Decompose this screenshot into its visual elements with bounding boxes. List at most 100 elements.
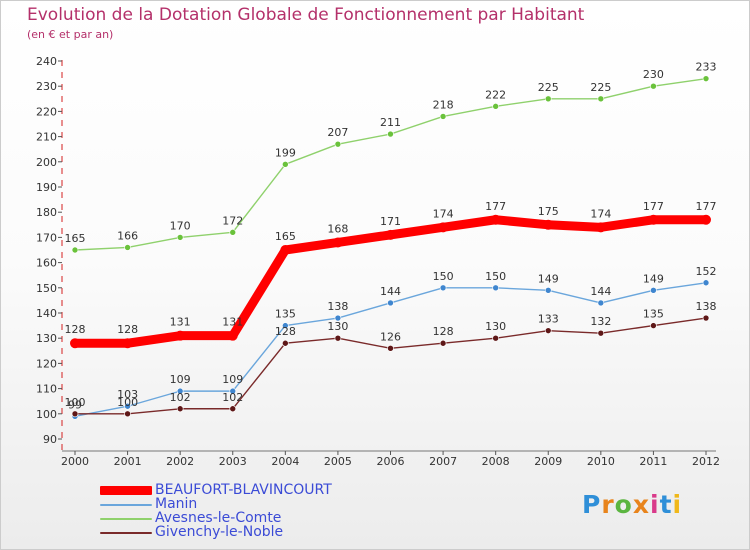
data-label: 168 <box>327 222 348 235</box>
logo-letter: r <box>601 490 615 519</box>
logo-letter: P <box>582 490 602 519</box>
data-label: 138 <box>696 300 717 313</box>
data-label: 174 <box>433 207 454 220</box>
x-tick-label: 2011 <box>639 455 667 468</box>
data-label: 165 <box>65 232 86 245</box>
logo-letter: i <box>650 490 660 519</box>
y-tick-label: 140 <box>36 307 57 320</box>
data-label: 150 <box>433 270 454 283</box>
proxiti-logo[interactable]: Proxiti <box>582 490 682 519</box>
y-tick-label: 120 <box>36 357 57 370</box>
data-point <box>544 95 552 103</box>
data-label: 149 <box>538 272 559 285</box>
data-point <box>334 314 342 322</box>
y-tick-label: 200 <box>36 156 57 169</box>
data-point <box>648 214 659 225</box>
data-point <box>70 338 80 349</box>
data-label: 131 <box>170 316 191 329</box>
data-point <box>334 334 342 342</box>
legend-swatch <box>100 504 152 506</box>
data-point <box>650 322 657 329</box>
legend-swatch <box>100 486 152 495</box>
data-label: 165 <box>275 230 296 243</box>
y-tick-label: 90 <box>43 433 57 446</box>
data-point <box>332 237 343 248</box>
data-label: 126 <box>380 330 401 343</box>
data-point <box>122 338 133 349</box>
x-tick-label: 2002 <box>166 455 194 468</box>
data-point <box>597 95 605 103</box>
data-label: 99 <box>68 398 82 411</box>
data-point <box>227 330 238 341</box>
data-label: 102 <box>170 391 191 404</box>
data-label: 175 <box>538 205 559 218</box>
x-tick-label: 2008 <box>482 455 510 468</box>
y-tick-label: 170 <box>36 231 57 244</box>
data-label: 135 <box>275 308 296 321</box>
data-label: 133 <box>538 313 559 326</box>
x-tick-label: 2003 <box>219 455 247 468</box>
data-label: 177 <box>643 200 664 213</box>
data-label: 152 <box>696 265 717 278</box>
data-label: 100 <box>117 396 138 409</box>
data-point <box>71 246 79 254</box>
data-label: 225 <box>590 81 611 94</box>
x-tick-label: 2010 <box>587 455 615 468</box>
data-label: 128 <box>275 325 296 338</box>
data-label: 207 <box>327 126 348 139</box>
y-tick-label: 180 <box>36 206 57 219</box>
data-point <box>385 229 396 240</box>
data-point <box>490 214 501 225</box>
data-label: 144 <box>590 285 611 298</box>
y-tick-label: 150 <box>36 282 57 295</box>
legend-label: Avesnes-le-Comte <box>155 510 282 526</box>
data-point <box>702 314 710 322</box>
data-point <box>124 244 131 251</box>
logo-letter: x <box>632 490 650 519</box>
data-label: 199 <box>275 146 296 159</box>
y-tick-label: 110 <box>36 383 57 396</box>
data-label: 103 <box>117 388 138 401</box>
x-tick-label: 2001 <box>114 455 142 468</box>
x-tick-label: 2005 <box>324 455 352 468</box>
data-label: 132 <box>590 315 611 328</box>
data-point <box>702 279 710 287</box>
data-point <box>280 245 291 255</box>
data-point <box>492 334 499 342</box>
data-point <box>229 405 237 413</box>
data-point <box>387 344 394 352</box>
data-label: 177 <box>696 200 717 213</box>
legend-label: Manin <box>155 496 198 512</box>
data-point <box>71 410 79 418</box>
data-point <box>229 229 237 236</box>
data-label: 174 <box>590 207 611 220</box>
data-label: 166 <box>117 229 138 242</box>
data-label: 222 <box>485 88 506 101</box>
data-label: 177 <box>485 200 506 213</box>
chart-subtitle: (en € et par an) <box>27 28 114 41</box>
data-point <box>650 82 657 90</box>
data-label: 150 <box>485 270 506 283</box>
data-label: 130 <box>327 320 348 333</box>
data-point <box>597 329 605 337</box>
data-label: 130 <box>485 320 506 333</box>
x-tick-label: 2007 <box>429 455 457 468</box>
y-tick-label: 210 <box>36 131 57 144</box>
y-tick-label: 190 <box>36 181 57 194</box>
data-point <box>175 330 186 341</box>
data-label: 138 <box>327 300 348 313</box>
data-point <box>595 222 606 233</box>
data-point <box>176 405 184 413</box>
chart-title: Evolution de la Dotation Globale de Fonc… <box>27 5 585 25</box>
x-tick-label: 2006 <box>377 455 405 468</box>
data-label: 109 <box>222 373 243 386</box>
logo-letter: i <box>672 490 683 519</box>
data-point <box>387 130 394 138</box>
legend-swatch <box>100 518 152 520</box>
x-tick-label: 2000 <box>61 455 89 468</box>
data-point <box>176 387 184 395</box>
data-label: 149 <box>643 272 664 285</box>
data-point <box>439 339 447 347</box>
